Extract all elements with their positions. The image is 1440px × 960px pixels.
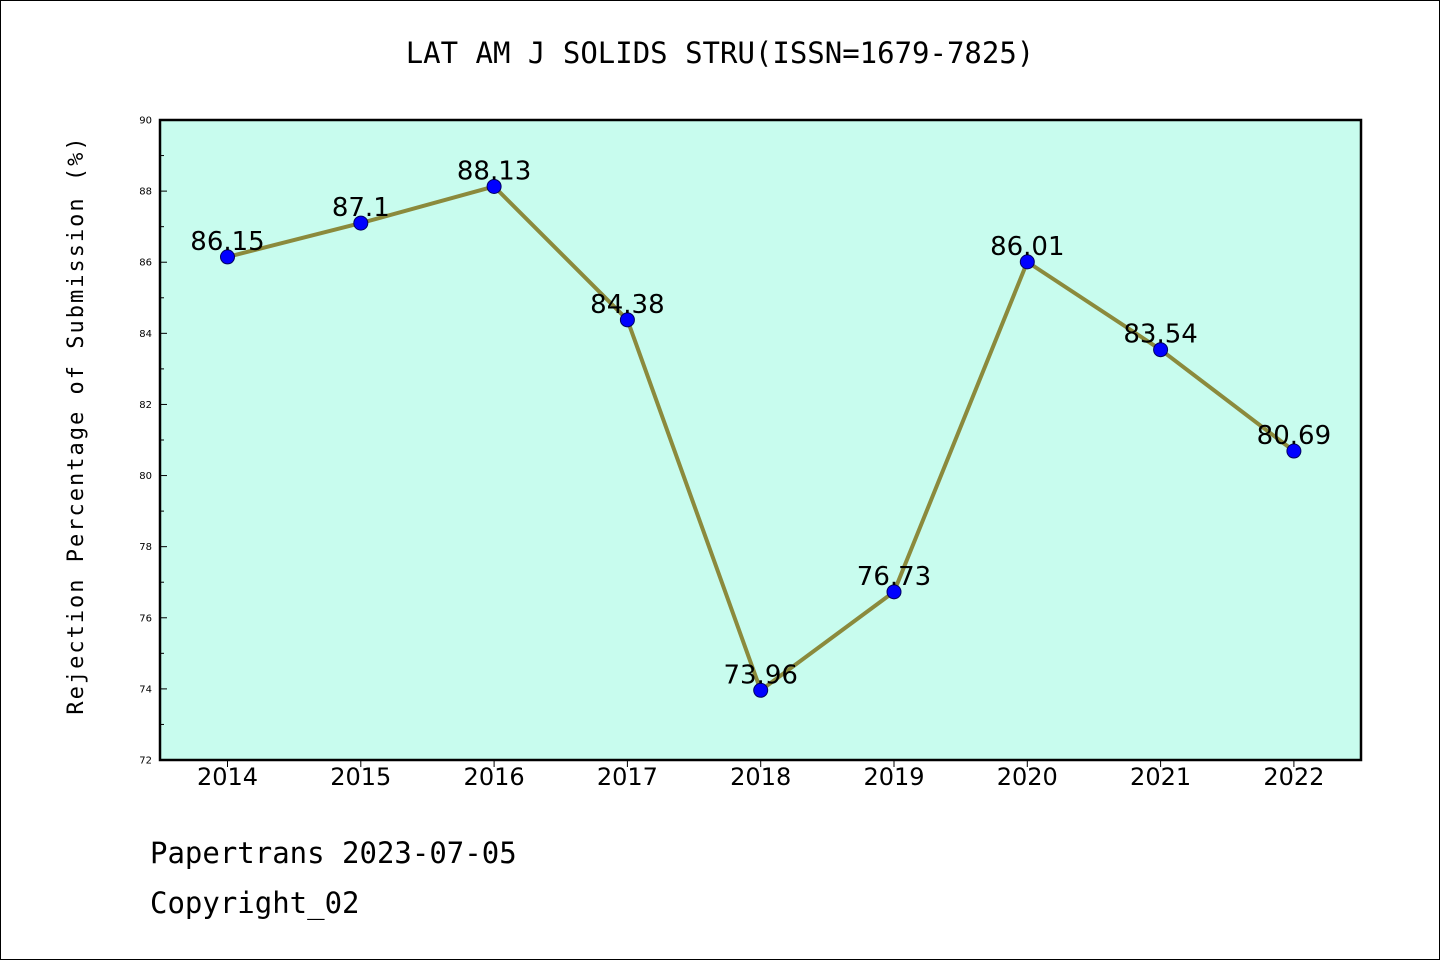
data-point	[353, 215, 369, 231]
data-point	[486, 178, 502, 194]
data-label: 87.1	[332, 193, 390, 223]
data-label: 73.96	[723, 660, 797, 690]
data-label: 80.69	[1257, 421, 1331, 451]
data-point	[886, 584, 902, 600]
x-tick-label: 2016	[464, 763, 525, 791]
x-tick-label: 2014	[197, 763, 258, 791]
y-tick-label: 86	[139, 258, 152, 269]
chart-title: LAT AM J SOLIDS STRU(ISSN=1679-7825)	[405, 36, 1035, 70]
data-label: 88.13	[457, 156, 531, 186]
y-tick-label: 72	[139, 756, 152, 767]
y-tick-label: 74	[139, 684, 152, 695]
data-label: 76.73	[857, 562, 931, 592]
data-label: 86.01	[990, 232, 1064, 262]
y-tick-label: 78	[139, 542, 152, 553]
y-tick-label: 82	[139, 400, 152, 411]
y-tick-label: 88	[139, 187, 152, 198]
data-point	[220, 249, 235, 265]
y-tick-label: 76	[139, 613, 152, 624]
data-label: 84.38	[590, 290, 664, 320]
x-tick-label: 2019	[863, 763, 924, 791]
x-tick-label: 2022	[1263, 763, 1324, 791]
data-point	[1019, 254, 1035, 270]
y-axis-label: Rejection Percentage of Submission (%)	[64, 135, 89, 714]
x-tick-label: 2017	[597, 763, 658, 791]
plot-border	[158, 118, 1363, 762]
data-point	[753, 682, 769, 698]
x-tick-label: 2018	[730, 763, 791, 791]
footer-date: Papertrans 2023-07-05	[150, 836, 517, 870]
x-tick-label: 2020	[997, 763, 1058, 791]
data-point	[1153, 342, 1169, 358]
data-label: 83.54	[1123, 320, 1197, 350]
data-point	[1286, 443, 1302, 459]
x-tick-label: 2021	[1130, 763, 1191, 791]
y-tick-label: 84	[139, 329, 152, 340]
y-tick-label: 80	[139, 471, 152, 482]
x-tick-label: 2015	[330, 763, 391, 791]
data-label: 86.15	[190, 227, 264, 257]
y-tick-label: 90	[139, 116, 152, 127]
footer-copyright: Copyright_02	[150, 886, 360, 920]
data-point	[619, 312, 635, 328]
